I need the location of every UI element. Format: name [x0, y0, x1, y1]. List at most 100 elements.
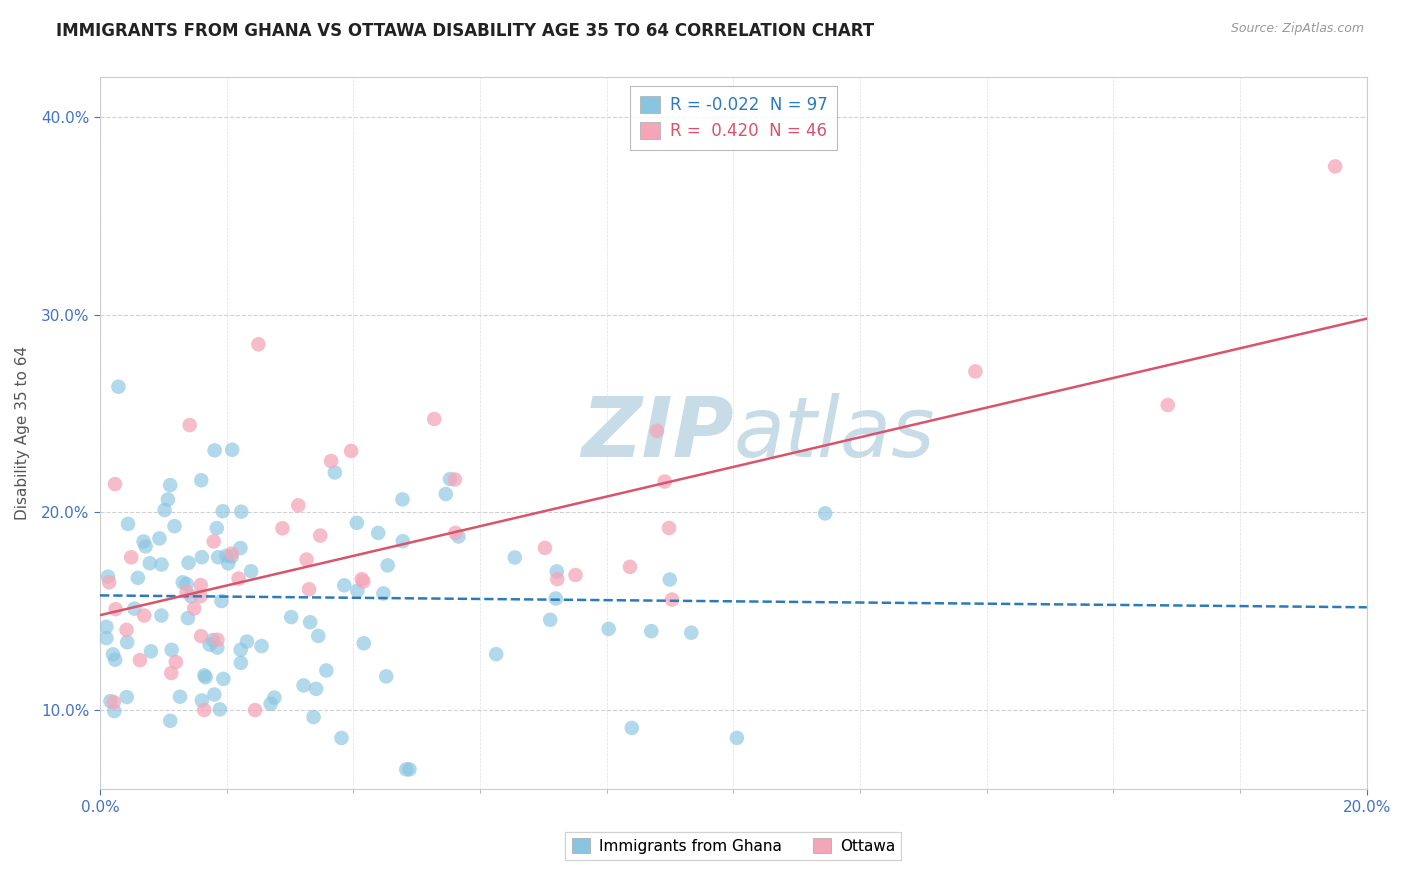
Point [150, 558, 173, 572]
Point [439, 472, 461, 486]
Point [546, 565, 568, 579]
Point [204, 443, 226, 458]
Point [176, 585, 198, 599]
Point [319, 454, 342, 468]
Point [367, 525, 389, 540]
Point [177, 611, 200, 625]
Point [98, 575, 121, 590]
Point [97, 569, 120, 583]
Point [207, 550, 229, 565]
Point [101, 648, 124, 662]
Point [658, 573, 681, 587]
Point [229, 642, 252, 657]
Point [259, 697, 281, 711]
Point [315, 664, 337, 678]
Point [153, 503, 176, 517]
Point [127, 571, 149, 585]
Point [292, 678, 315, 692]
Point [104, 602, 127, 616]
Point [346, 516, 368, 530]
Point [120, 550, 142, 565]
Point [202, 534, 225, 549]
Point [100, 694, 122, 708]
Point [444, 525, 467, 540]
Point [654, 475, 676, 489]
Text: atlas: atlas [734, 392, 935, 474]
Point [398, 763, 420, 777]
Point [250, 639, 273, 653]
Point [211, 594, 233, 608]
Point [191, 693, 214, 707]
Point [104, 653, 127, 667]
Point [205, 521, 228, 535]
Point [193, 703, 215, 717]
Point [190, 578, 212, 592]
Point [221, 549, 243, 564]
Point [814, 506, 837, 520]
Point [681, 625, 703, 640]
Point [352, 574, 374, 589]
Point [309, 528, 332, 542]
Point [115, 635, 138, 649]
Point [503, 550, 526, 565]
Point [305, 681, 328, 696]
Point [373, 586, 395, 600]
Text: ZIP: ZIP [581, 392, 734, 474]
Point [104, 477, 127, 491]
Point [115, 623, 138, 637]
Point [658, 521, 681, 535]
Point [236, 634, 259, 648]
Point [96, 631, 118, 645]
Point [215, 549, 238, 563]
Point [377, 558, 399, 573]
Point [217, 557, 239, 571]
Point [229, 541, 252, 555]
Text: Source: ZipAtlas.com: Source: ZipAtlas.com [1230, 22, 1364, 36]
Point [229, 656, 252, 670]
Point [201, 633, 224, 648]
Point [725, 731, 748, 745]
Point [295, 552, 318, 566]
Point [148, 532, 170, 546]
Point [1157, 398, 1180, 412]
Point [353, 636, 375, 650]
Point [330, 731, 353, 745]
Point [395, 763, 418, 777]
Point [207, 632, 229, 647]
Y-axis label: Disability Age 35 to 64: Disability Age 35 to 64 [15, 346, 30, 520]
Point [193, 668, 215, 682]
Point [333, 578, 356, 592]
Point [179, 418, 201, 433]
Point [965, 364, 987, 378]
Point [159, 478, 181, 492]
Point [165, 655, 187, 669]
Point [202, 688, 225, 702]
Point [447, 529, 470, 543]
Point [163, 519, 186, 533]
Point [212, 672, 235, 686]
Point [194, 670, 217, 684]
Point [139, 644, 162, 658]
Point [323, 466, 346, 480]
Point [96, 620, 118, 634]
Point [280, 610, 302, 624]
Point [117, 516, 139, 531]
Point [231, 505, 253, 519]
Point [169, 690, 191, 704]
Point [544, 591, 567, 606]
Point [350, 572, 373, 586]
Point [375, 669, 398, 683]
Point [302, 710, 325, 724]
Point [346, 583, 368, 598]
Point [340, 444, 363, 458]
Point [211, 504, 233, 518]
Point [645, 424, 668, 438]
Point [172, 575, 194, 590]
Point [107, 380, 129, 394]
Point [190, 473, 212, 487]
Point [156, 492, 179, 507]
Point [444, 473, 467, 487]
Point [661, 592, 683, 607]
Point [134, 608, 156, 623]
Point [160, 643, 183, 657]
